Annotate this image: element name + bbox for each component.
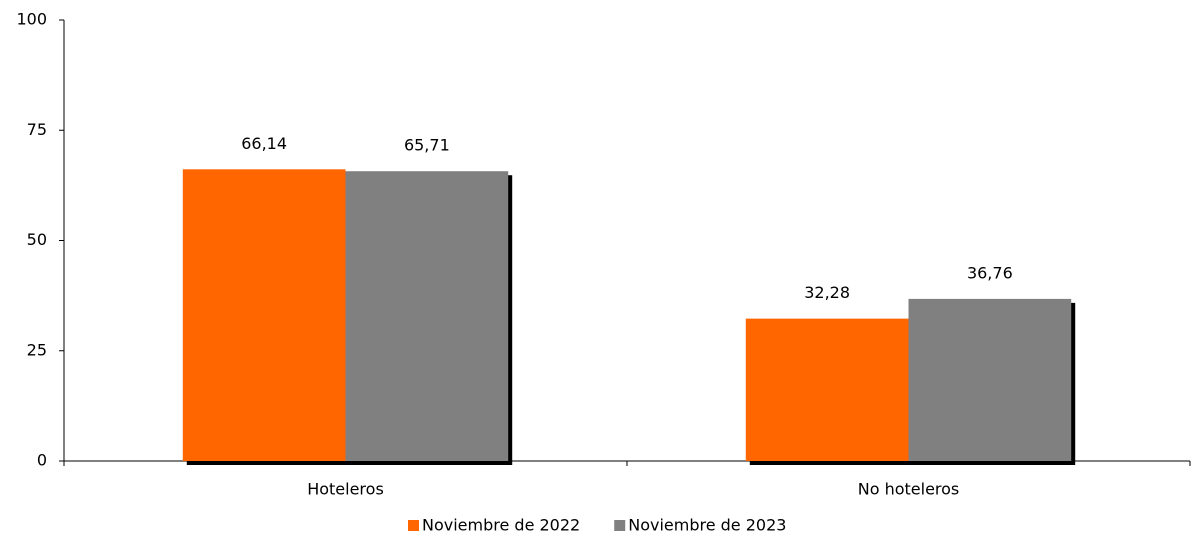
legend-swatch xyxy=(614,520,626,531)
bar xyxy=(908,298,1072,461)
legend-label: Noviembre de 2023 xyxy=(628,516,786,535)
bar xyxy=(182,169,346,461)
y-tick-label: 75 xyxy=(27,120,47,139)
x-tick-label: Hoteleros xyxy=(307,480,384,499)
legend-label: Noviembre de 2022 xyxy=(422,516,580,535)
bar xyxy=(745,318,909,461)
value-label: 66,14 xyxy=(241,134,287,153)
bar xyxy=(345,171,509,461)
y-tick-label: 0 xyxy=(37,451,47,470)
y-tick-label: 25 xyxy=(27,340,47,359)
value-label: 36,76 xyxy=(967,263,1013,282)
x-tick-label: No hoteleros xyxy=(858,480,960,499)
y-tick-label: 100 xyxy=(16,10,47,29)
value-label: 65,71 xyxy=(404,136,450,155)
legend-swatch xyxy=(408,520,419,531)
value-label: 32,28 xyxy=(804,283,850,302)
y-tick-label: 50 xyxy=(27,230,47,249)
